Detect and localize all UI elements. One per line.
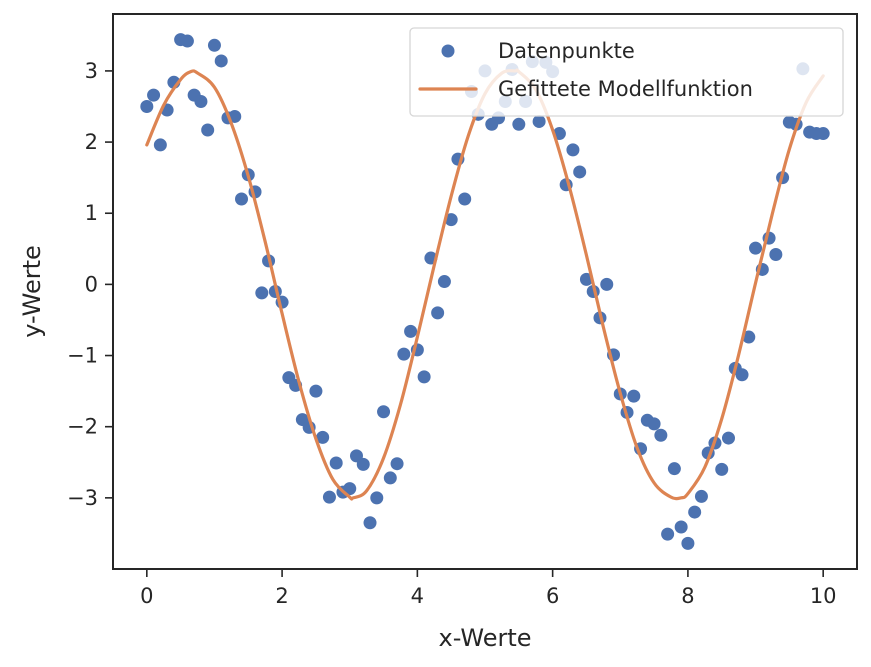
- data-point: [214, 54, 228, 68]
- data-point: [742, 330, 756, 344]
- data-point: [309, 384, 323, 398]
- data-point: [444, 213, 458, 227]
- data-point: [566, 143, 580, 157]
- plot-frame: [112, 13, 858, 570]
- y-tick-label: −3: [67, 486, 98, 510]
- data-point: [816, 127, 830, 141]
- data-point: [512, 117, 526, 131]
- data-point: [573, 165, 587, 179]
- data-point: [654, 428, 668, 442]
- data-point: [681, 536, 695, 550]
- y-tick-label: −2: [67, 415, 98, 439]
- data-point: [356, 457, 370, 471]
- x-tick-label: 10: [810, 584, 837, 608]
- data-point: [147, 88, 161, 102]
- data-point: [600, 277, 614, 291]
- data-point: [255, 286, 269, 300]
- data-point: [377, 405, 391, 419]
- data-point: [180, 34, 194, 48]
- data-point: [363, 516, 377, 530]
- data-point: [667, 462, 681, 476]
- data-point: [322, 490, 336, 504]
- data-point: [437, 275, 451, 289]
- data-point: [140, 100, 154, 113]
- x-axis-label: x-Werte: [438, 624, 531, 652]
- data-point: [153, 138, 167, 152]
- data-point: [458, 192, 472, 206]
- data-point: [715, 462, 729, 476]
- data-point: [431, 306, 445, 320]
- data-point: [370, 491, 384, 505]
- data-point: [194, 95, 208, 109]
- data-point: [769, 248, 783, 261]
- y-axis-label: y-Werte: [18, 245, 46, 338]
- x-tick-label: 8: [681, 584, 694, 608]
- y-tick-label: 2: [85, 130, 98, 154]
- data-point: [329, 456, 343, 470]
- data-point: [735, 368, 749, 382]
- y-tick-label: −1: [67, 344, 98, 368]
- data-point: [316, 430, 330, 444]
- data-point: [647, 417, 661, 431]
- legend-label-points: Datenpunkte: [498, 39, 635, 63]
- y-tick-label: 3: [85, 59, 98, 83]
- data-point: [343, 482, 357, 496]
- data-point: [404, 324, 418, 338]
- x-tick-label: 0: [140, 584, 153, 608]
- data-point: [688, 505, 702, 519]
- legend-box: [409, 27, 844, 117]
- x-tick-label: 4: [411, 584, 424, 608]
- legend-label-line: Gefittete Modellfunktion: [498, 77, 753, 101]
- x-tick-label: 6: [546, 584, 559, 608]
- data-point: [674, 520, 688, 534]
- data-point: [397, 347, 411, 361]
- data-point: [383, 471, 397, 485]
- data-point: [749, 241, 763, 255]
- x-tick-label: 2: [275, 584, 288, 608]
- axes: 0 2 4 6 8 10 −3 −2 −1 0 1 2 3: [67, 13, 858, 608]
- legend-marker-points: [441, 44, 455, 58]
- data-point: [417, 370, 431, 384]
- data-point: [721, 431, 735, 445]
- y-tick-label: 0: [85, 272, 98, 296]
- data-point: [532, 114, 546, 128]
- data-point: [235, 192, 249, 206]
- data-point: [390, 457, 404, 471]
- data-point: [694, 489, 708, 503]
- data-point: [207, 38, 221, 52]
- data-point: [201, 123, 215, 137]
- data-point: [627, 389, 641, 403]
- data-point: [579, 272, 593, 286]
- legend: Datenpunkte Gefittete Modellfunktion: [409, 27, 844, 117]
- y-tick-label: 1: [85, 201, 98, 225]
- data-point: [661, 527, 675, 541]
